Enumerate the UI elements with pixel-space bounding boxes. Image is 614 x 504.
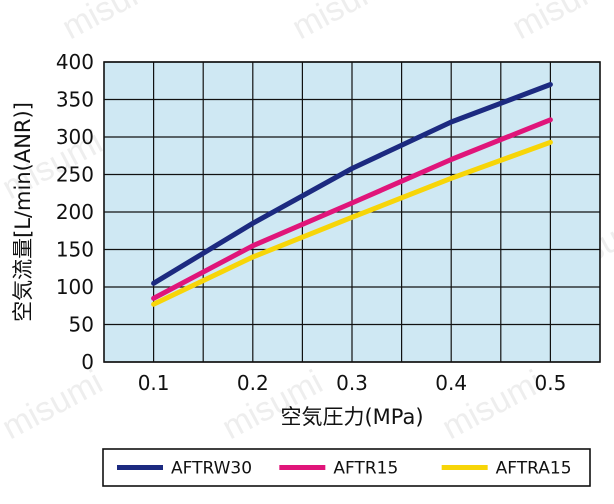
y-tick-label: 350 [56, 88, 94, 112]
x-axis-title: 空気圧力(MPa) [280, 405, 423, 429]
x-tick-label: 0.2 [237, 371, 269, 395]
y-tick-label: 400 [56, 50, 94, 74]
x-tick-label: 0.3 [336, 371, 368, 395]
y-tick-label: 50 [69, 313, 94, 337]
watermark-text: misumi [286, 0, 399, 47]
y-tick-label: 200 [56, 200, 94, 224]
series-line-aftr15 [151, 117, 553, 301]
legend-label-aftr15: AFTR15 [333, 459, 398, 479]
legend-items: AFTRW30 AFTR15 AFTRA15 [117, 459, 572, 479]
y-tick-label: 300 [56, 125, 94, 149]
x-tick-label: 0.1 [138, 371, 170, 395]
y-tick-label: 150 [56, 238, 94, 262]
y-tick-label: 100 [56, 275, 94, 299]
plot-border [103, 61, 601, 363]
watermark-text: misumi [506, 0, 614, 47]
series-layer [151, 82, 553, 307]
x-tick-label: 0.5 [534, 371, 566, 395]
y-tick-labels: 0 50 100 150 200 250 300 350 400 [56, 50, 94, 374]
y-tick-label: 250 [56, 163, 94, 187]
series-line-aftra15 [151, 139, 553, 307]
y-axis-title: 空気流量[L/min(ANR)] [11, 102, 35, 322]
series-line-aftrw30 [151, 82, 553, 286]
legend [102, 448, 591, 487]
y-tick-label: 0 [81, 350, 94, 374]
x-tick-label: 0.4 [435, 371, 467, 395]
legend-label-aftrw30: AFTRW30 [171, 459, 252, 479]
watermark-text: misumi [56, 0, 169, 47]
legend-label-aftra15: AFTRA15 [496, 459, 572, 479]
x-tick-labels: 0.1 0.2 0.3 0.4 0.5 [138, 371, 567, 395]
watermark-text: misumi [0, 363, 109, 447]
